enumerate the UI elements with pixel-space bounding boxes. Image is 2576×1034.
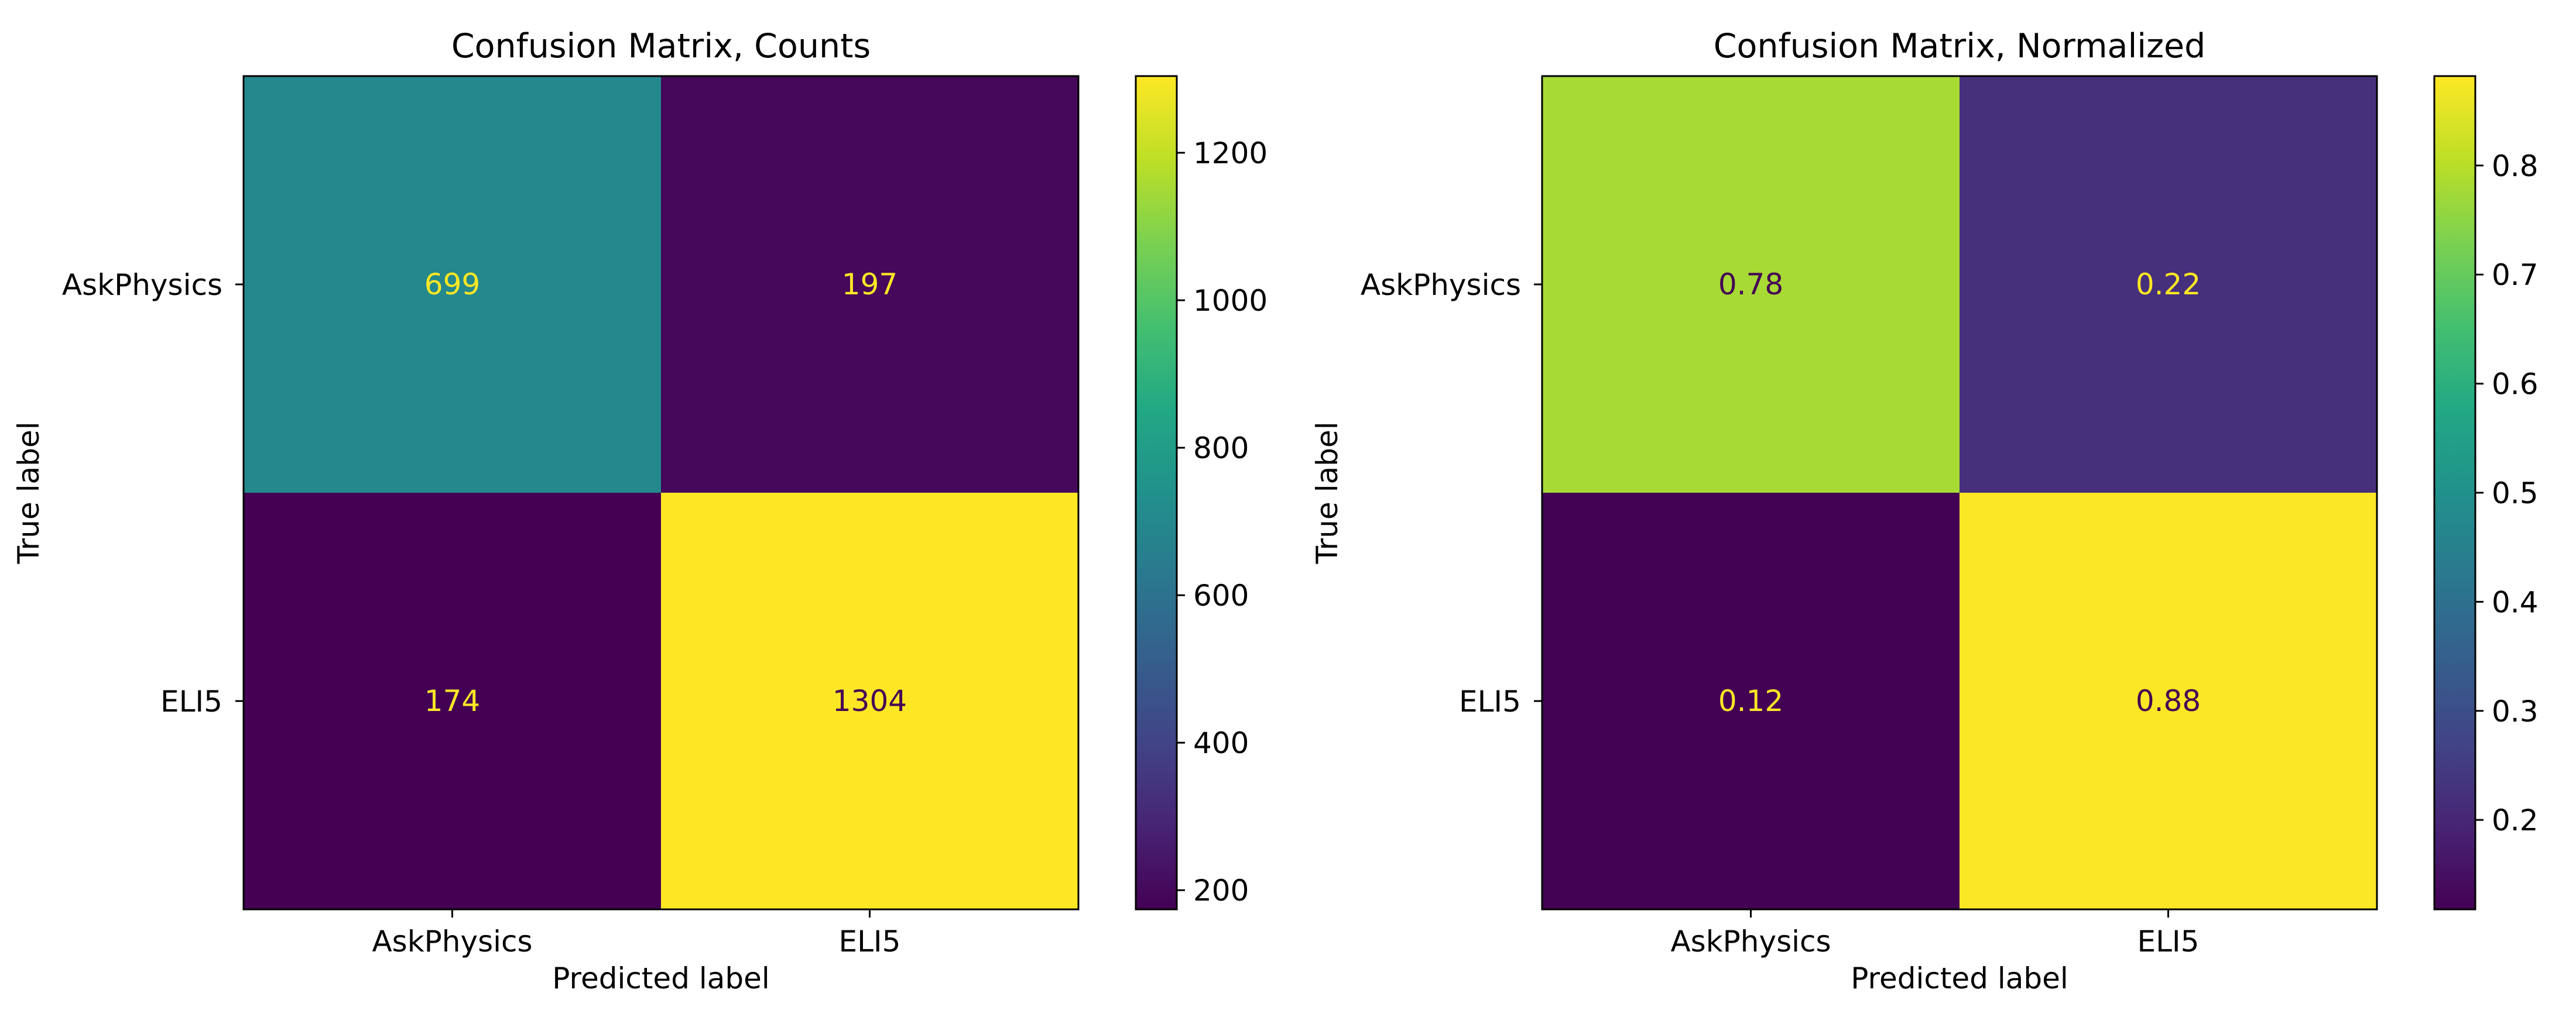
colorbar-tick-label: 0.7: [2492, 258, 2539, 292]
cell-value-label: 0.88: [2136, 684, 2201, 718]
heatmap-cell: [244, 493, 662, 910]
y-axis-label: True label: [1310, 421, 1344, 564]
heatmap-cell: [1542, 493, 1960, 910]
colorbar-tick-label: 0.2: [2492, 803, 2539, 837]
cell-value-label: 0.22: [2136, 267, 2201, 301]
cell-value-label: 1304: [833, 684, 907, 718]
colorbar: [2433, 75, 2476, 911]
colorbar: [1135, 75, 1178, 911]
axes-frame: [242, 75, 1080, 911]
colorbar-tick-label: 400: [1193, 726, 1249, 760]
x-tick-label: AskPhysics: [372, 925, 532, 959]
cell-value-label: 699: [424, 267, 480, 301]
cell-value-label: 197: [842, 267, 898, 301]
x-tick-label: ELI5: [2137, 925, 2199, 959]
cell-value-label: 174: [424, 684, 480, 718]
charts-root: Confusion Matrix, Counts 699 197 174 1304 Ask…: [12, 27, 2539, 995]
heatmap-cell: [661, 493, 1079, 910]
colorbar-tick-label: 0.6: [2492, 367, 2539, 401]
colorbar-tick-label: 1000: [1193, 284, 1268, 318]
chart-1: Confusion Matrix, Counts 699 197 174 1304 Ask…: [12, 27, 1268, 995]
chart-title: Confusion Matrix, Normalized: [1714, 27, 2206, 66]
heatmap-cell: [1542, 76, 1960, 493]
colorbar-tick-label: 0.3: [2492, 695, 2539, 729]
y-tick-label: AskPhysics: [62, 268, 222, 302]
colorbar-tick-label: 800: [1193, 431, 1249, 465]
y-axis-label: True label: [12, 421, 46, 564]
y-tick-label: ELI5: [160, 685, 222, 719]
x-tick-label: ELI5: [838, 925, 900, 959]
x-tick-label: AskPhysics: [1670, 925, 1831, 959]
heatmap-cell: [661, 76, 1079, 493]
colorbar-tick-label: 0.4: [2492, 585, 2539, 619]
colorbar-tick-label: 600: [1193, 579, 1249, 613]
y-tick-label: AskPhysics: [1361, 268, 1521, 302]
axes-frame: [1541, 75, 2378, 911]
cell-value-label: 0.78: [1718, 267, 1783, 301]
colorbar-tick-label: 0.5: [2492, 476, 2539, 510]
x-axis-label: Predicted label: [552, 961, 770, 995]
chart-title: Confusion Matrix, Counts: [451, 27, 871, 66]
chart-2: Confusion Matrix, Normalized 0.78 0.22 0.12…: [1310, 27, 2539, 995]
heatmap-cell: [244, 76, 662, 493]
heatmap-cell: [1960, 76, 2378, 493]
colorbar-tick-label: 200: [1193, 874, 1249, 908]
x-axis-label: Predicted label: [1851, 961, 2068, 995]
colorbar-tick-label: 0.8: [2492, 149, 2539, 183]
y-tick-label: ELI5: [1459, 685, 1521, 719]
colorbar-tick-label: 1200: [1193, 136, 1268, 170]
heatmap-cell: [1960, 493, 2378, 910]
cell-value-label: 0.12: [1718, 684, 1783, 718]
